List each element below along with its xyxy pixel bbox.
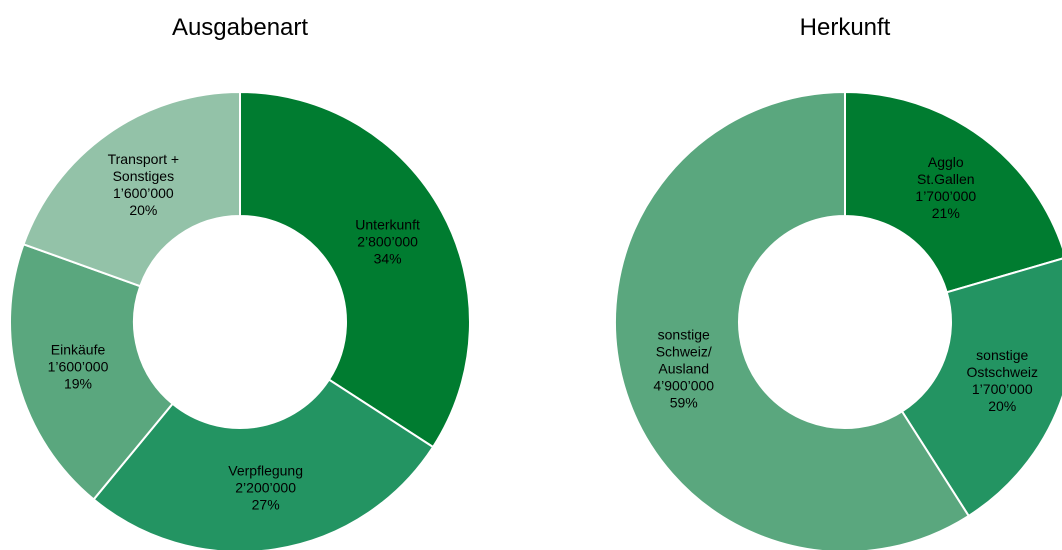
slice-category: sonstige Schweiz/ Ausland	[655, 326, 712, 377]
donut-slice	[9, 242, 174, 501]
slice-percentage: 19%	[63, 375, 93, 392]
slice-category: Einkäufe	[50, 341, 106, 358]
slice-category: Unterkunft	[355, 216, 420, 233]
donut-slice	[239, 90, 471, 449]
slice-percentage: 20%	[129, 201, 158, 218]
slice-value: 2’800’000	[357, 233, 418, 250]
slice-value: 1’700’000	[915, 187, 977, 204]
slice-percentage: 20%	[988, 398, 1017, 415]
chart-title: Herkunft	[799, 14, 891, 41]
slice-percentage: 27%	[251, 496, 280, 513]
slice-value: 4’900’000	[653, 377, 715, 394]
slice-category: Verpflegung	[228, 462, 304, 479]
chart-title: Ausgabenart	[171, 14, 309, 41]
donut-slice	[614, 90, 971, 550]
slice-value: 1’600’000	[112, 184, 174, 201]
slice-label: Einkäufe 1’600’000 19%	[48, 341, 109, 392]
slice-value: 2’200’000	[235, 479, 297, 496]
slice-category: sonstige Ostschweiz	[966, 347, 1039, 381]
slice-label: Agglo St.Gallen 1’700’000 21%	[915, 154, 976, 222]
slice-label: Transport + Sonstiges 1’600’000 20%	[108, 151, 179, 219]
slice-category: Agglo St.Gallen	[916, 153, 975, 187]
donut-slice	[92, 378, 435, 550]
donut-slice	[844, 90, 1062, 294]
slice-percentage: 59%	[669, 394, 698, 411]
slice-percentage: 21%	[931, 204, 960, 221]
slice-label: sonstige Schweiz/ Ausland 4’900’000 59%	[653, 327, 714, 412]
donut-slice	[900, 257, 1062, 518]
slice-value: 1’600’000	[47, 358, 109, 375]
slice-label: sonstige Ostschweiz 1’700’000 20%	[966, 347, 1038, 415]
slice-category: Transport + Sonstiges	[107, 150, 180, 184]
slice-value: 1’700’000	[971, 381, 1033, 398]
slice-label: Unterkunft 2’800’000 34%	[355, 216, 420, 267]
slice-label: Verpflegung 2’200’000 27%	[228, 463, 303, 514]
slice-percentage: 34%	[373, 250, 402, 267]
donut-slice	[22, 90, 241, 288]
